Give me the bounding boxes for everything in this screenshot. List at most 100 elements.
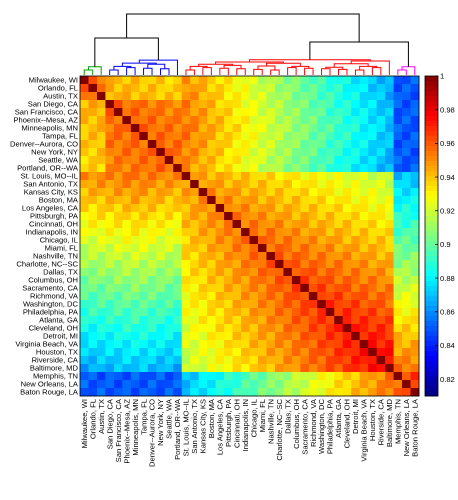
colorbar-tick-label: 0.92	[440, 206, 455, 215]
heatmap-cell	[181, 76, 191, 85]
heatmap-cell	[130, 220, 140, 229]
heatmap-cell	[402, 364, 411, 373]
heatmap-cell	[368, 380, 378, 389]
heatmap-cell	[215, 148, 225, 157]
heatmap-cell	[207, 180, 217, 189]
heatmap-cell	[156, 220, 166, 229]
heatmap-cell	[207, 324, 217, 333]
heatmap-cell	[351, 180, 361, 189]
heatmap-cell	[190, 220, 200, 229]
heatmap-cell	[393, 196, 403, 205]
heatmap-cell	[147, 308, 157, 317]
heatmap-cell	[410, 364, 420, 373]
heatmap-cell	[317, 276, 327, 285]
heatmap-cell	[207, 284, 217, 293]
heatmap-cell	[130, 140, 140, 149]
heatmap-cell	[351, 276, 361, 285]
heatmap-cell	[96, 220, 106, 229]
heatmap-cell	[368, 188, 378, 197]
heatmap-cell	[317, 356, 327, 365]
heatmap-cell	[156, 108, 166, 117]
colorbar-swatch	[425, 321, 438, 327]
heatmap-cell	[173, 364, 183, 373]
heatmap-cell	[359, 380, 369, 389]
heatmap-cell	[147, 124, 157, 133]
heatmap-cell	[351, 300, 361, 309]
heatmap-cell	[359, 252, 369, 261]
heatmap-cell	[257, 364, 267, 373]
heatmap-cell	[105, 228, 115, 237]
heatmap-cell	[266, 340, 276, 349]
heatmap-cell	[164, 156, 174, 165]
heatmap-cell	[130, 324, 140, 333]
heatmap-cell	[308, 260, 318, 269]
heatmap-cell	[257, 348, 267, 357]
heatmap-cell	[351, 92, 361, 101]
heatmap-cell	[325, 108, 335, 117]
heatmap-cell	[164, 92, 174, 101]
heatmap-cell	[88, 76, 98, 85]
heatmap-cell	[334, 356, 344, 365]
heatmap-cell	[181, 300, 191, 309]
heatmap-cell	[291, 100, 301, 109]
heatmap-cell	[113, 204, 123, 213]
heatmap-cell	[376, 372, 386, 381]
heatmap-cell	[393, 180, 403, 189]
heatmap-cell	[207, 172, 217, 181]
heatmap-cell	[190, 340, 200, 349]
heatmap-cell	[130, 108, 140, 117]
heatmap-cell	[342, 108, 352, 117]
heatmap-cell	[376, 148, 386, 157]
dendrogram	[83, 13, 416, 75]
heatmap-cell	[359, 188, 369, 197]
heatmap-cell	[359, 156, 369, 165]
heatmap-cell	[266, 164, 276, 173]
heatmap-cell	[342, 388, 352, 397]
heatmap-cell	[156, 260, 166, 269]
heatmap-cell	[173, 116, 183, 125]
colorbar-swatch	[425, 156, 438, 162]
heatmap-cell	[257, 300, 267, 309]
heatmap-cell	[190, 196, 200, 205]
heatmap-cell	[147, 172, 157, 181]
heatmap-cell	[334, 252, 344, 261]
heatmap-cell	[224, 212, 233, 221]
heatmap-cell	[80, 340, 89, 349]
colorbar-swatch	[425, 336, 438, 342]
heatmap-cell	[241, 244, 250, 253]
heatmap-cell	[198, 292, 208, 301]
heatmap-cell	[96, 348, 106, 357]
heatmap-cell	[291, 388, 301, 397]
heatmap-cell	[122, 212, 132, 221]
heatmap-cell	[207, 276, 217, 285]
heatmap-cell	[215, 204, 225, 213]
heatmap-cell	[190, 204, 200, 213]
heatmap-cell	[139, 92, 149, 101]
heatmap-cell	[410, 116, 420, 125]
heatmap-cell	[198, 76, 208, 85]
heatmap-cell	[376, 84, 386, 93]
heatmap-cell	[325, 132, 335, 141]
heatmap-cell	[190, 172, 200, 181]
heatmap-cell	[359, 76, 369, 85]
heatmap-cell	[308, 372, 318, 381]
colorbar-swatch	[425, 121, 438, 127]
heatmap-cell	[80, 228, 89, 237]
heatmap-cell	[368, 212, 378, 221]
heatmap-cell	[274, 284, 284, 293]
heatmap-cell	[122, 116, 132, 125]
heatmap-cell	[88, 204, 98, 213]
heatmap-cell	[156, 332, 166, 341]
heatmap-cell	[198, 180, 208, 189]
heatmap-cell	[359, 364, 369, 373]
heatmap-cell	[215, 220, 225, 229]
heatmap-cell	[198, 188, 208, 197]
heatmap-cell	[368, 124, 378, 133]
heatmap-cell	[241, 348, 250, 357]
heatmap-cell	[249, 148, 259, 157]
heatmap-cell	[291, 324, 301, 333]
heatmap-cell	[410, 124, 420, 133]
heatmap-cell	[113, 140, 123, 149]
heatmap-cell	[342, 308, 352, 317]
heatmap-cell	[215, 356, 225, 365]
